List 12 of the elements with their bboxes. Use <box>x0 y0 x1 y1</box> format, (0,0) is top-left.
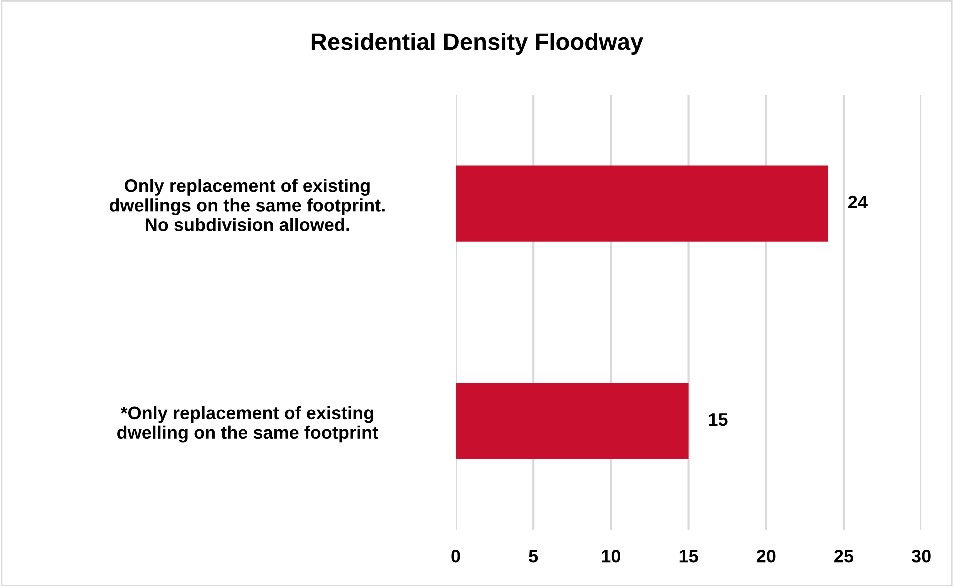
x-tick-label: 5 <box>529 550 538 563</box>
data-label: 15 <box>709 414 728 426</box>
y-tick-label: Only replacement of existing dwellings on the same footprint. No subdivision allowed. <box>110 179 385 232</box>
x-tick-label: 25 <box>834 550 854 563</box>
x-tick-label: 15 <box>680 550 698 563</box>
x-tick-label: 10 <box>602 550 620 563</box>
x-tick-label: 0 <box>452 550 460 563</box>
data-label: 24 <box>848 196 868 209</box>
y-tick-label: *Only replacement of existing dwelling on the same footprint <box>118 406 378 443</box>
x-tick-label: 30 <box>912 550 931 563</box>
x-tick-label: 20 <box>756 550 776 563</box>
chart-title: Residential Density Floodway <box>312 33 644 56</box>
